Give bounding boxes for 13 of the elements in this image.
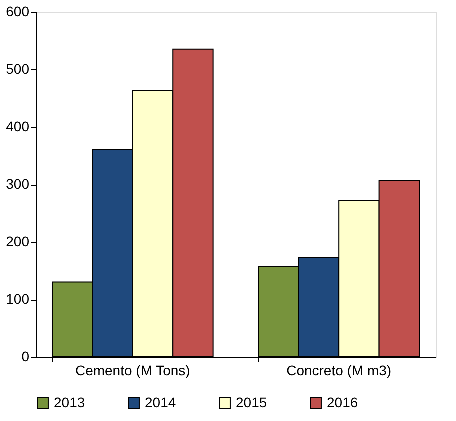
legend-label: 2015	[236, 394, 268, 410]
y-tick-label: 100	[6, 291, 30, 307]
y-tick-label: 0	[22, 348, 30, 364]
y-tick-label: 200	[6, 234, 30, 250]
y-tick-label: 600	[6, 4, 30, 20]
legend-label: 2016	[327, 394, 358, 410]
y-tick-label: 300	[6, 176, 30, 192]
x-tick-label: Concreto (M m3)	[286, 362, 392, 378]
legend-label: 2014	[145, 394, 176, 410]
y-tick-label: 500	[6, 61, 30, 77]
x-tick-label: Cemento (M Tons)	[75, 362, 190, 378]
y-tick-label: 400	[6, 118, 30, 134]
legend-label: 2013	[54, 394, 86, 410]
